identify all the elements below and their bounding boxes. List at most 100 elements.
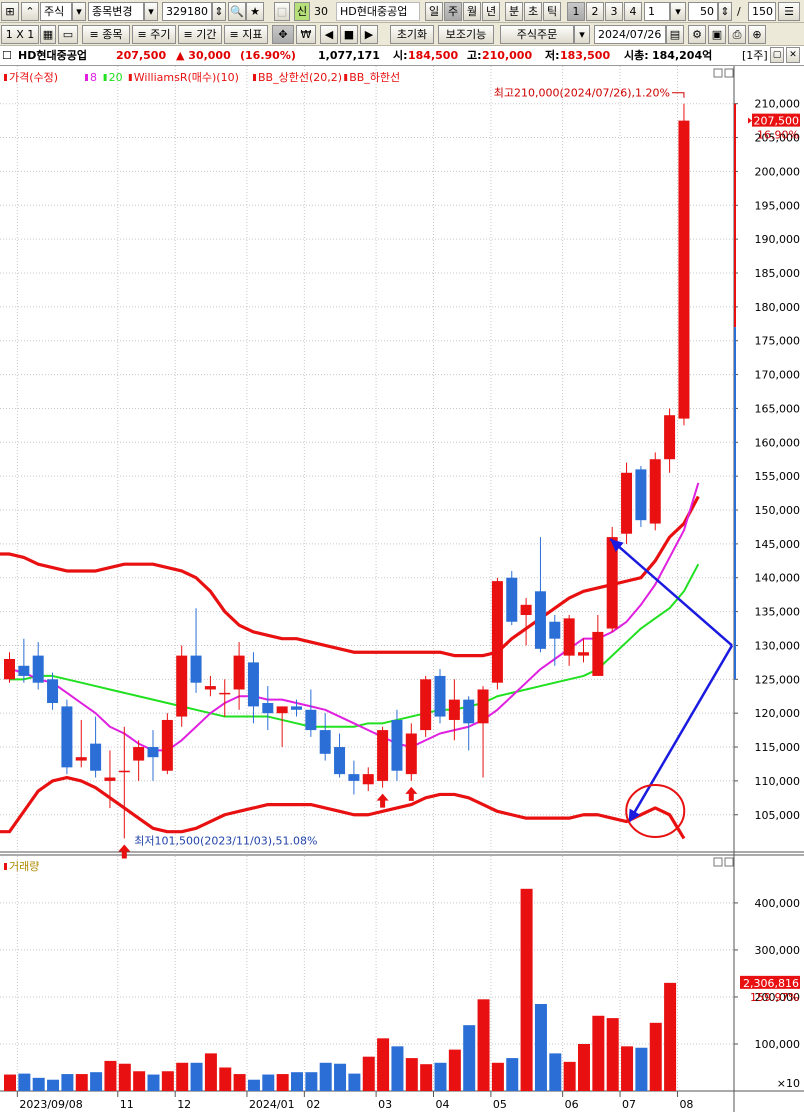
candle-body (491, 581, 503, 683)
volume-bar (635, 1047, 648, 1091)
market-select[interactable]: 주식 (40, 2, 72, 21)
volume-bar (563, 1061, 576, 1091)
num-button-4[interactable]: 4 (624, 2, 642, 21)
tab-period-0[interactable]: 일 (425, 2, 443, 21)
volume-legend: 거래량 (9, 860, 39, 873)
date-input[interactable]: 2024/07/26 (594, 25, 666, 44)
tab-period-6[interactable]: 틱 (543, 2, 561, 21)
item-button[interactable]: ≡ 종목 (82, 25, 130, 44)
legend-entry: 가격(수정) (9, 71, 58, 84)
current-price-marker (748, 117, 752, 124)
save-icon[interactable]: ▣ (708, 25, 726, 44)
restore-icon[interactable]: ▢ (770, 47, 784, 63)
count-spin-icon[interactable]: ⇕ (718, 2, 732, 21)
price-tick-label: 170,000 (755, 369, 801, 382)
num-button-3[interactable]: 3 (605, 2, 623, 21)
candle-body (434, 675, 446, 717)
volume-bar (405, 1058, 418, 1091)
menu-icon[interactable]: ☰ (778, 2, 800, 21)
search-icon[interactable]: 🔍 (228, 2, 246, 21)
single-icon[interactable]: ▭ (58, 25, 78, 44)
price-tick-label: 145,000 (755, 538, 801, 551)
toggle-icon[interactable]: ⊞ (1, 2, 19, 21)
volume-bar (176, 1062, 189, 1091)
checkbox-icon[interactable]: ☐ (2, 49, 12, 62)
indicator-button[interactable]: ≡ 지표 (224, 25, 268, 44)
count-slash: / (737, 5, 741, 18)
tab-period-2[interactable]: 월 (463, 2, 481, 21)
volume-bar (420, 1064, 433, 1091)
low-annotation: 최저101,500(2023/11/03),51.08% (134, 834, 317, 847)
next-icon[interactable]: ▶ (360, 25, 378, 44)
candle-body (262, 703, 274, 714)
tab-period-3[interactable]: 년 (482, 2, 500, 21)
grid-icon[interactable]: ▦ (40, 25, 56, 44)
price-tick-label: 150,000 (755, 504, 801, 517)
buy-signal-arrow (405, 786, 418, 801)
print-icon[interactable]: ⎙ (728, 25, 746, 44)
volume-bar (18, 1073, 31, 1091)
price-tick-label: 160,000 (755, 436, 801, 449)
num-dropdown-icon[interactable]: ▾ (670, 2, 686, 21)
new-count: 30 (314, 5, 328, 18)
candle-body (247, 662, 259, 707)
period-button[interactable]: ≡ 기간 (178, 25, 222, 44)
summary-high: 210,000 (482, 49, 533, 62)
close-icon[interactable]: ✕ (786, 47, 800, 63)
code-spin-icon[interactable]: ⇕ (212, 2, 226, 21)
drawn-arrow-head (610, 539, 624, 552)
summary-cap: 184,204억 (652, 49, 713, 62)
volume-tick-label: 400,000 (755, 897, 801, 910)
candle-body (190, 655, 202, 683)
candle-body (204, 686, 216, 690)
legend-swatch (4, 74, 7, 81)
market-dropdown-icon[interactable]: ▾ (72, 2, 86, 21)
order-button[interactable]: 주식주문 (500, 25, 574, 44)
aux-button[interactable]: 보조기능 (438, 25, 494, 44)
change-item-dropdown-icon[interactable]: ▾ (144, 2, 158, 21)
zoom-icon[interactable]: ⊕ (748, 25, 766, 44)
candle-body (75, 757, 87, 761)
reset-button[interactable]: 초기화 (390, 25, 434, 44)
summary-high-label: 고: (467, 49, 482, 62)
tab-period-5[interactable]: 초 (524, 2, 542, 21)
ma20-line (9, 563, 700, 728)
tab-period-4[interactable]: 분 (505, 2, 523, 21)
candle-body (391, 719, 403, 771)
prev-icon[interactable]: ◀ (320, 25, 338, 44)
num-input[interactable]: 1 (644, 2, 670, 21)
current-pct-label: 16.90% (757, 129, 799, 142)
won-icon[interactable]: ₩ (296, 25, 316, 44)
count-input[interactable]: 50 (688, 2, 718, 21)
total-input[interactable]: 150 (748, 2, 776, 21)
bb-upper-line (0, 495, 700, 658)
num-button-1[interactable]: 1 (567, 2, 585, 21)
summary-open: 184,500 (408, 49, 459, 62)
volume-bar (506, 1058, 519, 1091)
volume-bar (32, 1077, 45, 1091)
layout-button[interactable]: 1 X 1 (1, 25, 39, 44)
calendar-icon[interactable]: ▤ (666, 25, 684, 44)
cycle-button[interactable]: ≡ 주기 (132, 25, 176, 44)
buy-signal-arrow (376, 793, 389, 808)
price-tick-label: 210,000 (755, 98, 801, 111)
legend-entry: 8 (90, 71, 97, 84)
price-volume-chart: 105,000 110,000 115,000 120,000 125,000 130,0… (0, 66, 804, 1112)
highlight-circle (625, 783, 686, 838)
move-icon[interactable]: ✥ (272, 25, 294, 44)
volume-bar (47, 1079, 60, 1091)
code-input[interactable]: 329180 (162, 2, 212, 21)
order-dropdown-icon[interactable]: ▾ (574, 25, 590, 44)
tab-period-1[interactable]: 주 (444, 2, 462, 21)
up-icon[interactable]: ⌃ (21, 2, 39, 21)
num-button-2[interactable]: 2 (586, 2, 604, 21)
change-item-select[interactable]: 종목변경 (88, 2, 144, 21)
volume-bar (233, 1074, 246, 1091)
candle-body (90, 743, 102, 771)
candle-body (549, 621, 561, 639)
stop-icon[interactable]: ■ (340, 25, 358, 44)
star-icon[interactable]: ★ (246, 2, 264, 21)
summary-low: 183,500 (560, 49, 611, 62)
new-badge[interactable]: 신 (294, 2, 310, 21)
gear-icon[interactable]: ⚙ (688, 25, 706, 44)
